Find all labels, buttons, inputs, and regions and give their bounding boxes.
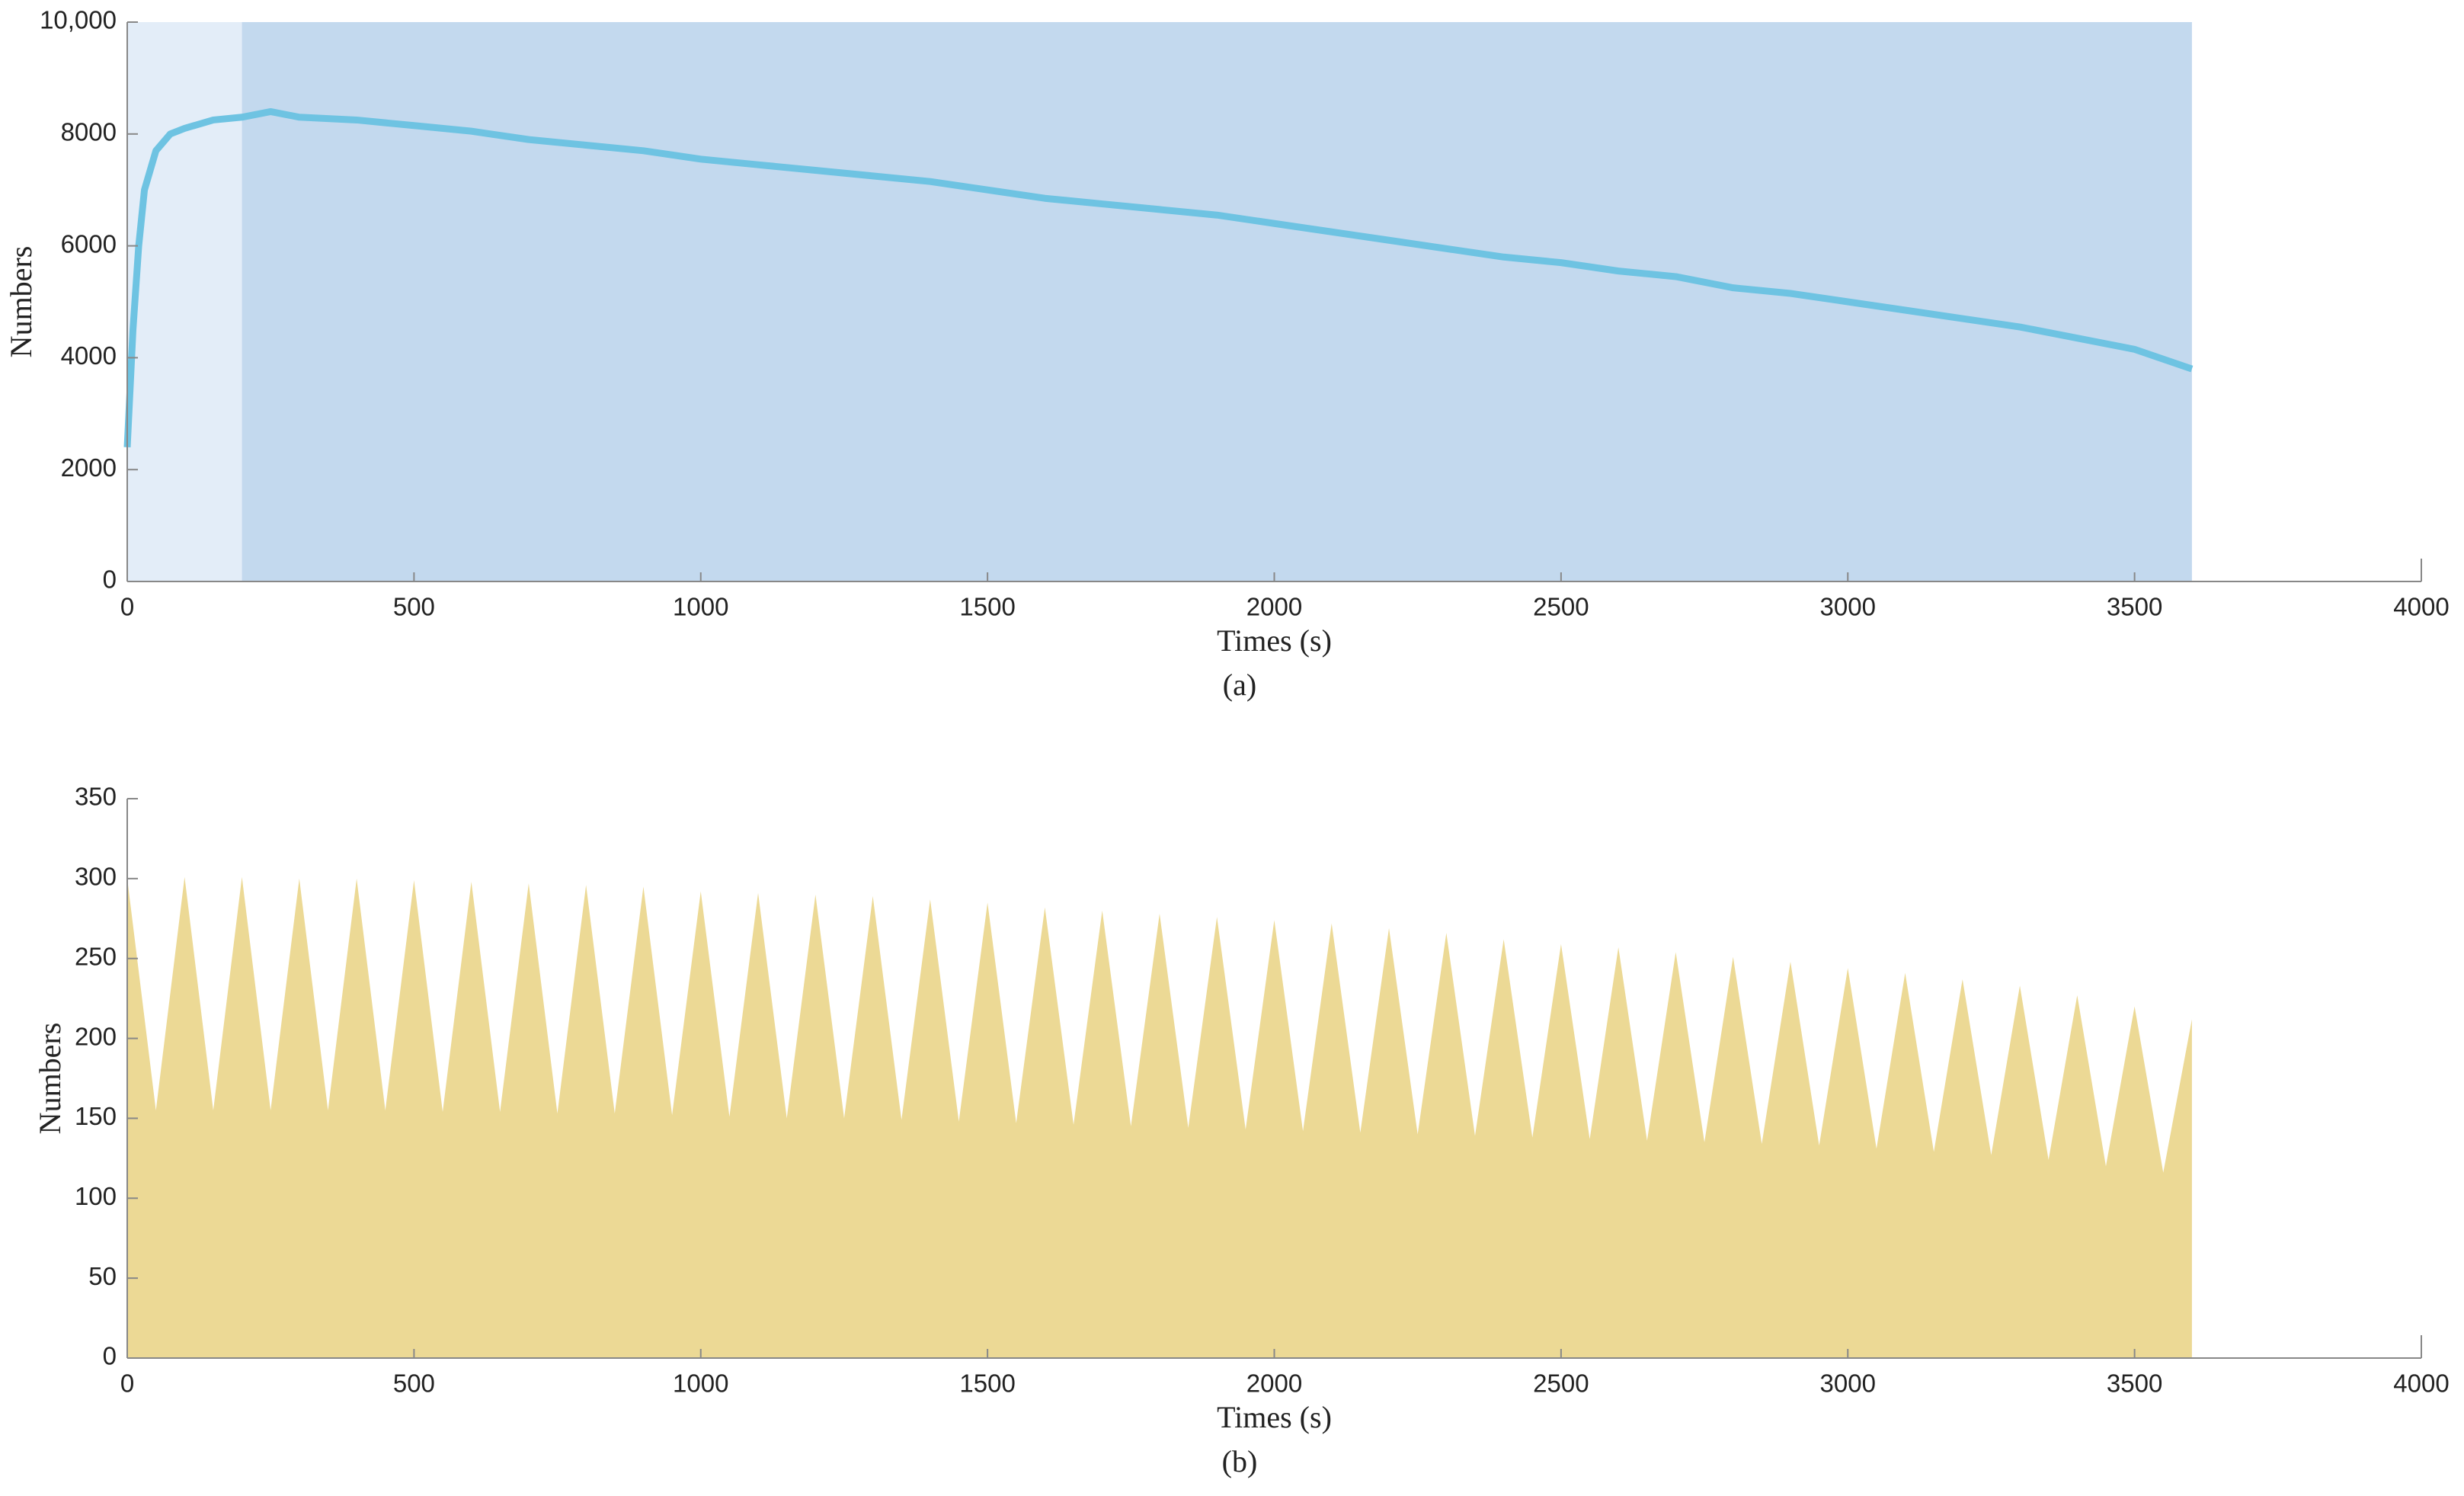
x-tick-label: 4000 xyxy=(2393,1369,2449,1398)
y-tick-label: 100 xyxy=(75,1182,117,1210)
x-tick-label: 2000 xyxy=(1246,593,1302,621)
area xyxy=(127,876,2192,1358)
y-tick-label: 300 xyxy=(75,863,117,891)
x-tick-label: 3000 xyxy=(1820,593,1876,621)
y-tick-label: 2000 xyxy=(61,453,117,482)
shaded-span xyxy=(127,22,242,581)
x-tick-label: 3500 xyxy=(2107,593,2162,621)
caption: (a) xyxy=(1223,668,1256,702)
x-tick-label: 1000 xyxy=(673,593,728,621)
shaded-span xyxy=(242,22,2192,581)
y-tick-label: 0 xyxy=(103,565,117,594)
x-tick-label: 2000 xyxy=(1246,1369,1302,1398)
x-tick-label: 0 xyxy=(120,1369,134,1398)
x-axis-label: Times (s) xyxy=(1217,1400,1332,1434)
x-axis-label: Times (s) xyxy=(1217,623,1332,658)
y-tick-label: 10,000 xyxy=(40,6,117,34)
x-tick-label: 1500 xyxy=(959,1369,1015,1398)
y-tick-label: 4000 xyxy=(61,341,117,370)
x-tick-label: 0 xyxy=(120,593,134,621)
y-tick-label: 250 xyxy=(75,942,117,970)
y-tick-label: 150 xyxy=(75,1102,117,1130)
y-tick-label: 200 xyxy=(75,1022,117,1050)
caption: (b) xyxy=(1222,1444,1258,1478)
x-tick-label: 500 xyxy=(393,593,435,621)
x-tick-label: 1500 xyxy=(959,593,1015,621)
x-tick-label: 1000 xyxy=(673,1369,728,1398)
x-tick-label: 2500 xyxy=(1533,593,1589,621)
x-tick-label: 4000 xyxy=(2393,593,2449,621)
x-tick-label: 3000 xyxy=(1820,1369,1876,1398)
x-tick-label: 2500 xyxy=(1533,1369,1589,1398)
chart-panel: 0 2000 4000 6000 8000 10,000 0 500 1000 1500 2000 2… xyxy=(4,6,2450,702)
y-axis-label: Numbers xyxy=(33,1023,67,1135)
y-axis-label: Numbers xyxy=(4,246,38,358)
x-tick-label: 500 xyxy=(393,1369,435,1398)
y-tick-label: 6000 xyxy=(61,229,117,258)
y-tick-label: 50 xyxy=(88,1262,117,1290)
x-tick-label: 3500 xyxy=(2107,1369,2162,1398)
y-tick-label: 350 xyxy=(75,783,117,811)
y-tick-label: 0 xyxy=(103,1342,117,1370)
y-tick-label: 8000 xyxy=(61,118,117,146)
line xyxy=(123,107,2194,448)
